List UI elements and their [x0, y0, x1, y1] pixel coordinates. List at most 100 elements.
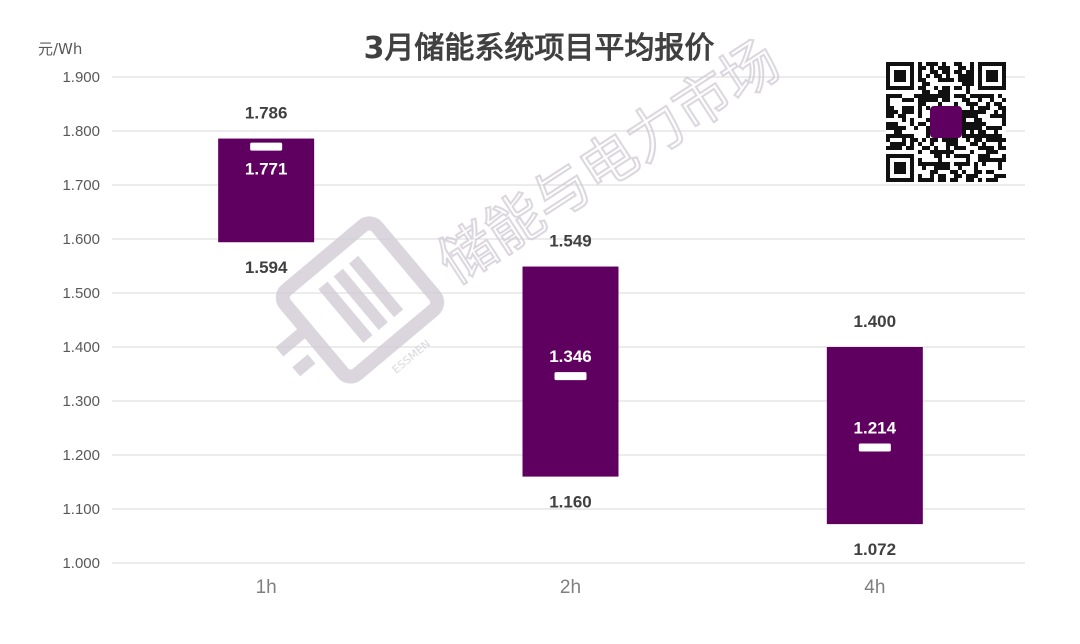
- qr-module: [902, 138, 906, 142]
- qr-module: [946, 74, 950, 78]
- qr-module: [986, 170, 990, 174]
- qr-module: [950, 170, 954, 174]
- qr-module: [962, 134, 966, 138]
- qr-module: [922, 98, 926, 102]
- qr-module: [998, 102, 1002, 106]
- qr-module: [966, 122, 970, 126]
- qr-module: [886, 126, 890, 130]
- qr-module: [1002, 118, 1006, 122]
- qr-module: [898, 126, 902, 130]
- qr-module: [906, 134, 910, 138]
- qr-module: [998, 146, 1002, 150]
- qr-module: [918, 122, 922, 126]
- qr-module: [890, 110, 894, 114]
- qr-module: [950, 78, 954, 82]
- qr-module: [910, 142, 914, 146]
- qr-module: [1002, 174, 1006, 178]
- qr-module: [982, 130, 986, 134]
- qr-module: [902, 106, 906, 110]
- qr-module: [1002, 158, 1006, 162]
- qr-module: [934, 62, 938, 66]
- qr-module: [970, 150, 974, 154]
- qr-module: [970, 142, 974, 146]
- qr-module: [890, 146, 894, 150]
- qr-module: [942, 98, 946, 102]
- qr-module: [966, 162, 970, 166]
- qr-module: [910, 118, 914, 122]
- qr-module: [998, 94, 1002, 98]
- watermark-logo-icon: ESSMEN: [275, 216, 445, 384]
- qr-module: [974, 166, 978, 170]
- qr-module: [974, 118, 978, 122]
- qr-module: [998, 138, 1002, 142]
- qr-module: [922, 90, 926, 94]
- qr-module: [922, 178, 926, 182]
- qr-module: [970, 82, 974, 86]
- qr-module: [902, 126, 906, 130]
- qr-module: [894, 94, 898, 98]
- qr-module: [886, 110, 890, 114]
- qr-module: [962, 118, 966, 122]
- qr-module: [942, 70, 946, 74]
- qr-module: [886, 94, 890, 98]
- qr-module: [906, 98, 910, 102]
- qr-module: [966, 110, 970, 114]
- qr-module: [990, 94, 994, 98]
- qr-module: [930, 174, 934, 178]
- qr-module: [922, 78, 926, 82]
- qr-module: [934, 162, 938, 166]
- qr-module: [990, 134, 994, 138]
- qr-module: [918, 94, 922, 98]
- qr-module: [990, 146, 994, 150]
- qr-module: [922, 94, 926, 98]
- y-tick-label: 1.900: [62, 69, 100, 86]
- qr-module: [886, 114, 890, 118]
- qr-module: [898, 146, 902, 150]
- qr-module: [906, 106, 910, 110]
- qr-module: [938, 66, 942, 70]
- qr-module: [970, 70, 974, 74]
- qr-module: [894, 142, 898, 146]
- qr-module: [930, 66, 934, 70]
- qr-module: [954, 70, 958, 74]
- qr-module: [890, 134, 894, 138]
- qr-module: [990, 170, 994, 174]
- qr-module: [898, 142, 902, 146]
- qr-module: [946, 78, 950, 82]
- qr-module: [906, 146, 910, 150]
- range-bar: [826, 347, 923, 525]
- qr-module: [902, 114, 906, 118]
- qr-module: [918, 162, 922, 166]
- qr-module: [942, 178, 946, 182]
- qr-module: [958, 146, 962, 150]
- qr-module: [966, 174, 970, 178]
- qr-module: [954, 174, 958, 178]
- qr-module: [942, 138, 946, 142]
- qr-module: [982, 122, 986, 126]
- qr-module: [918, 178, 922, 182]
- qr-module: [930, 98, 934, 102]
- qr-module: [974, 142, 978, 146]
- qr-module: [926, 130, 930, 134]
- qr-finder-core: [894, 162, 906, 174]
- qr-module: [954, 146, 958, 150]
- average-value-label: 1.771: [245, 160, 288, 179]
- qr-module: [902, 98, 906, 102]
- y-tick-label: 1.300: [62, 393, 100, 410]
- qr-module: [938, 178, 942, 182]
- qr-module: [890, 126, 894, 130]
- qr-module: [918, 174, 922, 178]
- qr-module: [938, 102, 942, 106]
- qr-module: [946, 150, 950, 154]
- qr-module: [958, 70, 962, 74]
- qr-module: [910, 122, 914, 126]
- y-tick-label: 1.800: [62, 123, 100, 140]
- qr-module: [966, 134, 970, 138]
- qr-module: [978, 178, 982, 182]
- qr-module: [954, 62, 958, 66]
- data-labels: 1.786 1.594 1.771 1.549 1.160 1.346 1.400 1.072…: [245, 104, 897, 560]
- qr-module: [946, 98, 950, 102]
- y-tick-label: 1.700: [62, 177, 100, 194]
- qr-module: [986, 158, 990, 162]
- qr-module: [938, 94, 942, 98]
